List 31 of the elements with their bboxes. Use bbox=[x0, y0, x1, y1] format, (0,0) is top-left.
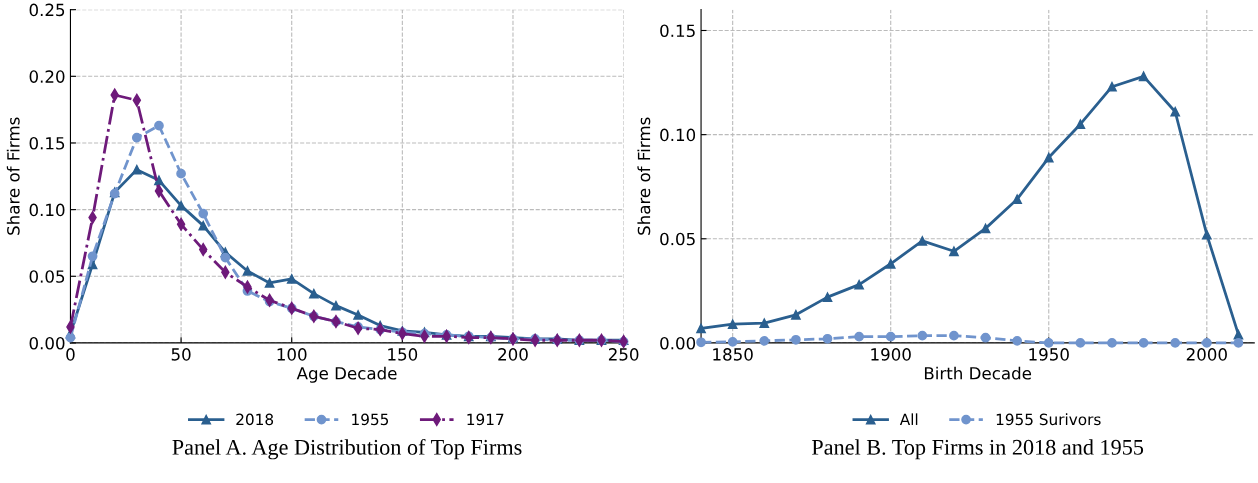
y-tick-label: 0.15 bbox=[29, 136, 65, 150]
x-tick-label: 150 bbox=[388, 348, 418, 361]
y-tick-label: 0.00 bbox=[660, 336, 696, 350]
y-tick-label: 0.10 bbox=[29, 203, 65, 217]
y-axis-title: Share of Firms bbox=[6, 117, 20, 235]
x-tick-label: 100 bbox=[277, 348, 307, 361]
x-tick-label: 250 bbox=[608, 348, 639, 361]
y-axis-title: Share of Firms bbox=[637, 117, 651, 235]
x-tick-label: 0 bbox=[66, 348, 75, 361]
x-tick-label: 200 bbox=[498, 348, 528, 361]
x-tick-label: 1850 bbox=[713, 348, 753, 361]
x-tick-label: 1950 bbox=[1029, 348, 1069, 361]
y-tick-label: 0.05 bbox=[660, 232, 695, 246]
legend-label: 2018 bbox=[236, 413, 274, 426]
x-axis-title: Birth Decade bbox=[924, 366, 1032, 380]
y-tick-label: 0.15 bbox=[660, 24, 695, 38]
legend-label: All bbox=[899, 413, 918, 425]
legend-label: 1917 bbox=[467, 413, 504, 426]
y-tick-label: 0.25 bbox=[29, 3, 65, 17]
y-tick-label: 0.05 bbox=[29, 270, 65, 283]
text: Panel B. Top Firms in 2018 and 1955 bbox=[811, 439, 1144, 460]
y-tick-label: 0.00 bbox=[29, 336, 65, 350]
x-axis-title: Age Decade bbox=[296, 366, 397, 383]
legend-label: 1955 Surivors bbox=[996, 413, 1101, 426]
x-tick-label: 1900 bbox=[871, 348, 911, 361]
text: Panel A. Age Distribution of Top Firms bbox=[172, 438, 522, 460]
x-tick-label: 50 bbox=[171, 348, 191, 361]
y-tick-label: 0.10 bbox=[660, 128, 696, 142]
x-tick-label: 2000 bbox=[1186, 348, 1227, 361]
legend-label: 1955 bbox=[352, 413, 389, 426]
y-tick-label: 0.20 bbox=[29, 70, 65, 83]
